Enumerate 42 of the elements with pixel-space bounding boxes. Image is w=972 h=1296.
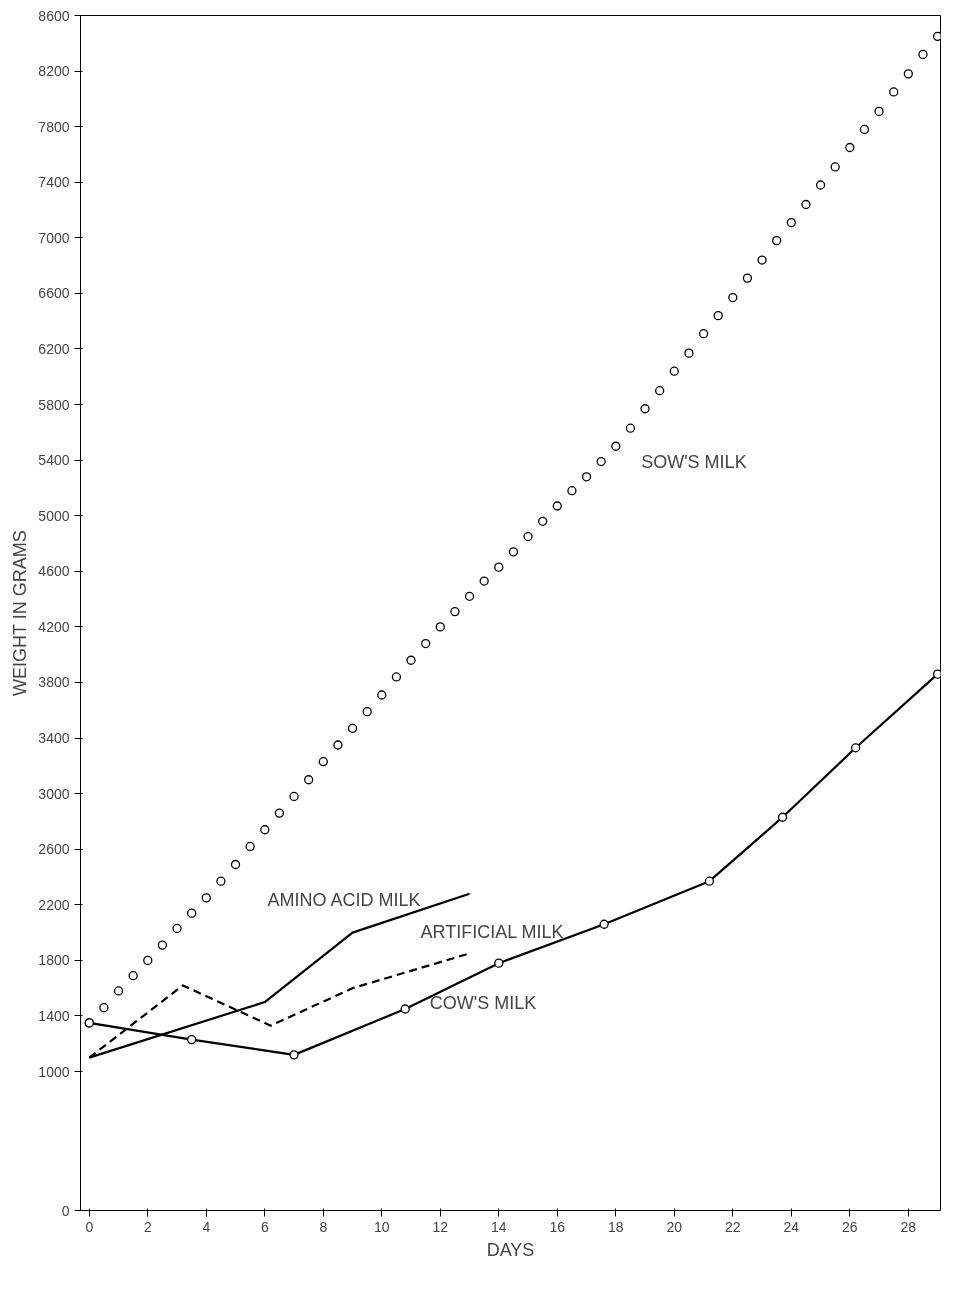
y-tick-label: 2600 — [38, 841, 70, 858]
y-tick-label: 6200 — [38, 340, 70, 357]
y-tick-label: 4200 — [38, 618, 70, 635]
y-tick-label: 3000 — [38, 785, 70, 802]
y-tick-label: 4600 — [38, 563, 70, 580]
x-tick-label: 24 — [783, 1218, 800, 1235]
y-tick-label: 8600 — [38, 7, 70, 24]
annotation: COW'S MILK — [429, 992, 537, 1013]
x-axis-title: DAYS — [486, 1239, 535, 1260]
x-tick-label: 2 — [143, 1218, 152, 1235]
x-tick-label: 28 — [900, 1218, 917, 1235]
x-tick-label: 12 — [432, 1218, 449, 1235]
x-tick-label: 22 — [725, 1218, 741, 1235]
y-tick-label: 5400 — [38, 452, 70, 469]
x-tick-label: 16 — [549, 1218, 566, 1235]
y-tick-label: 3400 — [38, 730, 70, 747]
y-tick-label: 2200 — [38, 896, 70, 913]
x-tick-label: 6 — [260, 1218, 269, 1235]
y-tick-label: 1400 — [38, 1007, 70, 1024]
y-tick-label: 0 — [61, 1202, 70, 1219]
x-tick-label: 18 — [608, 1218, 624, 1235]
y-tick-label: 7400 — [38, 174, 70, 191]
y-axis-title: WEIGHT IN GRAMS — [10, 530, 31, 696]
x-tick-label: 10 — [374, 1218, 390, 1235]
x-tick-label: 8 — [319, 1218, 328, 1235]
y-tick-label: 8200 — [38, 63, 70, 80]
x-tick-label: 14 — [491, 1218, 507, 1235]
y-tick-label: 1800 — [38, 952, 70, 969]
y-tick-label: 5800 — [38, 396, 70, 413]
x-tick-label: 20 — [666, 1218, 683, 1235]
annotation: SOW'S MILK — [641, 451, 747, 472]
y-tick-label: 7800 — [38, 118, 70, 135]
y-tick-label: 6600 — [38, 285, 70, 302]
y-tick-label: 1000 — [38, 1063, 70, 1080]
y-tick-label: 7000 — [38, 229, 70, 246]
annotation: ARTIFICIAL MILK — [420, 922, 564, 943]
y-tick-label: 3800 — [38, 674, 70, 691]
annotation: AMINO ACID MILK — [267, 890, 421, 911]
x-tick-label: 4 — [202, 1218, 211, 1235]
y-tick-label: 5000 — [38, 507, 70, 524]
x-tick-label: 0 — [85, 1218, 94, 1235]
x-tick-label: 26 — [842, 1218, 858, 1235]
